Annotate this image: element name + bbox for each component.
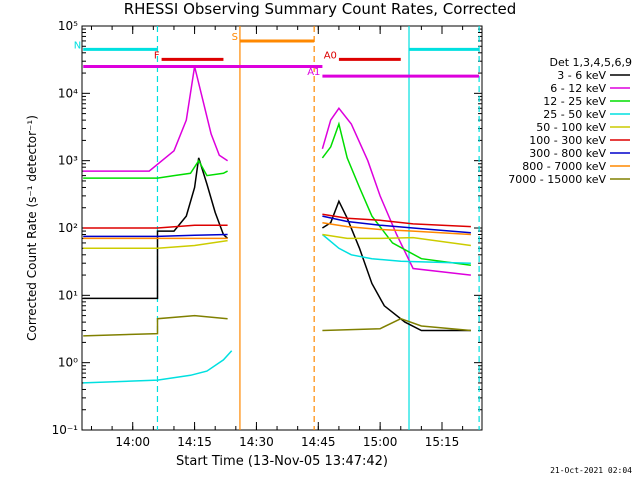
legend-label: 25 - 50 keV [543, 108, 606, 121]
series-line [322, 233, 472, 247]
series-line [83, 157, 229, 300]
series-line [322, 213, 471, 228]
series-line [321, 199, 471, 332]
y-tick-label: 10⁻¹ [52, 423, 79, 437]
series-line [322, 215, 471, 234]
x-tick-label: 14:30 [239, 435, 274, 449]
y-tick-label: 10⁵ [58, 19, 78, 33]
y-tick-label: 10¹ [58, 288, 78, 302]
legend-label: 6 - 12 keV [550, 82, 606, 95]
state-bar-label: N [74, 40, 81, 51]
y-tick-label: 10² [58, 221, 78, 235]
footer-date: 21-Oct-2021 02:04 [550, 466, 632, 475]
state-bar-label: F [154, 50, 160, 61]
x-tick-label: 14:15 [177, 435, 212, 449]
legend-label: 50 - 100 keV [536, 121, 606, 134]
y-axis-label: Corrected Count Rate (s⁻¹ detector⁻¹) [25, 115, 39, 341]
series-line [322, 221, 471, 236]
series-line [321, 121, 471, 266]
legend-title: Det 1,3,4,5,6,9 [549, 56, 632, 69]
x-tick-label: 14:45 [301, 435, 336, 449]
series-line [83, 224, 228, 229]
x-tick-label: 15:00 [363, 435, 398, 449]
series-line [83, 66, 229, 172]
series-line [83, 233, 228, 238]
chart-title: RHESSI Observing Summary Count Rates, Co… [123, 0, 517, 18]
series-line [83, 239, 228, 250]
x-axis-label: Start Time (13-Nov-05 13:47:42) [176, 454, 388, 469]
legend-label: 300 - 800 keV [529, 147, 606, 160]
series-line [321, 107, 471, 276]
state-bar-label: A0 [324, 50, 337, 61]
legend-label: 12 - 25 keV [543, 95, 606, 108]
x-tick-label: 15:15 [425, 435, 460, 449]
state-bar-label: S [232, 32, 238, 43]
x-tick-label: 14:00 [115, 435, 150, 449]
legend-label: 100 - 300 keV [529, 134, 606, 147]
state-bar-label: A1 [307, 67, 320, 78]
legend-label: 7000 - 15000 keV [508, 173, 606, 186]
series-line [321, 233, 471, 264]
series-line [83, 350, 233, 384]
series-line [83, 159, 228, 179]
series-line [322, 317, 471, 332]
legend-label: 800 - 7000 keV [522, 160, 606, 173]
series-line [83, 314, 228, 337]
y-tick-label: 10⁰ [58, 356, 78, 370]
legend-label: 3 - 6 keV [557, 69, 606, 82]
y-tick-label: 10³ [58, 154, 78, 168]
y-tick-label: 10⁴ [58, 86, 78, 100]
